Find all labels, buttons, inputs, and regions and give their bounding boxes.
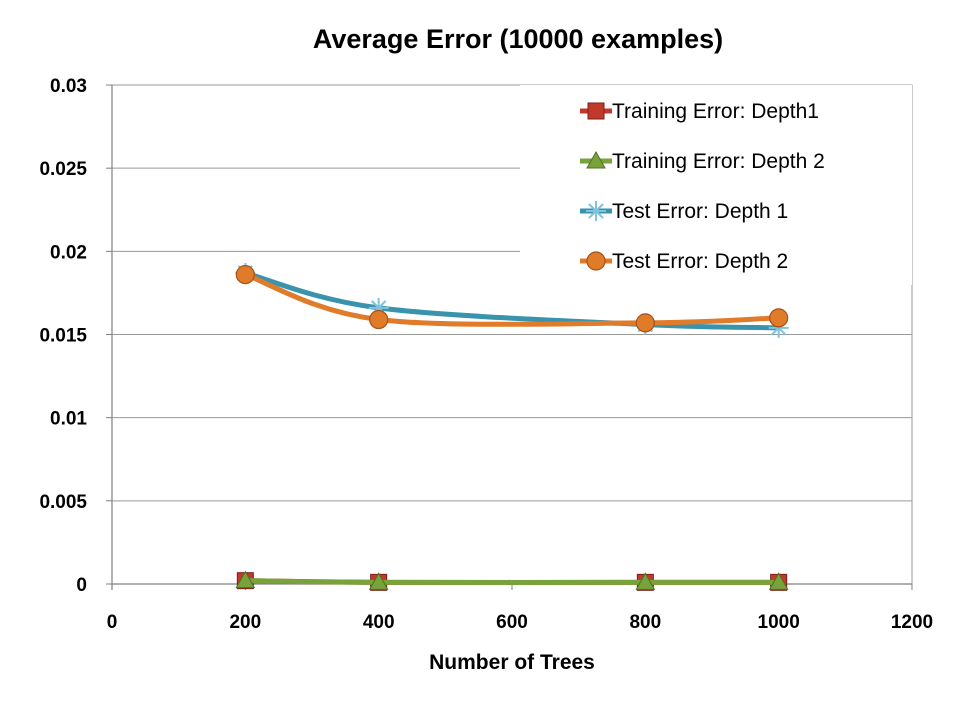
series-group (235, 262, 789, 591)
series-line (242, 578, 782, 585)
y-tick-label: 0.02 (50, 242, 87, 263)
x-tick-label: 1200 (891, 612, 933, 633)
x-tick-label: 400 (363, 612, 395, 633)
y-tick-label: 0.01 (50, 409, 87, 430)
chart-title: Average Error (10000 examples) (313, 24, 723, 54)
legend-label: Training Error: Depth 2 (612, 150, 825, 173)
data-point (768, 572, 789, 590)
data-point (369, 309, 389, 330)
data-point (635, 313, 655, 333)
legend-marker (586, 201, 606, 221)
legend-entry: Training Error: Depth 2 (580, 150, 825, 173)
data-point (769, 308, 789, 328)
series-4 (235, 265, 789, 333)
y-tick-label: 0.005 (39, 492, 87, 513)
x-tick-label: 1000 (758, 612, 800, 633)
x-tick-label: 600 (496, 612, 528, 633)
x-axis-title: Number of Trees (429, 651, 595, 674)
y-tick-label: 0.03 (50, 76, 87, 97)
data-point (368, 572, 389, 590)
legend-label: Training Error: Depth1 (612, 100, 819, 123)
legend-marker (586, 150, 606, 169)
legend: Training Error: Depth1 Training Error: De… (520, 85, 912, 285)
y-tick-label: 0.025 (39, 159, 87, 180)
legend-label: Test Error: Depth 1 (612, 200, 788, 223)
series-2 (235, 570, 789, 590)
x-tick-label: 0 (107, 612, 118, 633)
legend-entry: Test Error: Depth 1 (580, 200, 788, 223)
legend-entry: Test Error: Depth 2 (580, 250, 788, 273)
legend-marker (586, 251, 606, 271)
x-tick-label: 800 (629, 612, 661, 633)
legend-background (520, 85, 912, 285)
legend-label: Test Error: Depth 2 (612, 250, 788, 273)
series-line (242, 270, 782, 331)
y-tick-label: 0 (76, 575, 87, 596)
data-point (635, 572, 656, 590)
data-point (235, 265, 255, 285)
series-line (242, 272, 782, 327)
x-tick-label: 200 (229, 612, 261, 633)
legend-entry: Training Error: Depth1 (580, 100, 819, 123)
data-point (235, 570, 256, 589)
y-tick-label: 0.015 (39, 326, 87, 347)
legend-marker (587, 102, 605, 120)
